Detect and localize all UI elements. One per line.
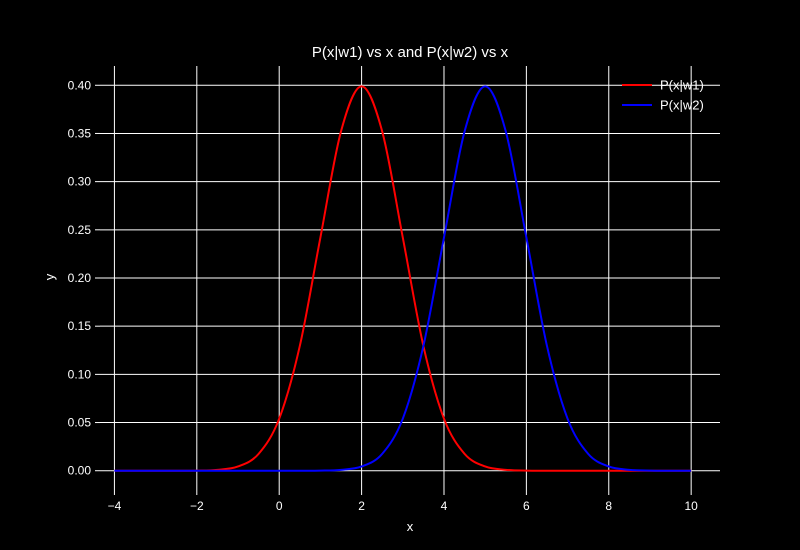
y-tick-label: 0.25 [68, 223, 92, 237]
x-axis-label: x [407, 519, 414, 534]
x-tick-label: 8 [605, 499, 612, 513]
legend: P(x|w1) P(x|w2) [622, 78, 704, 113]
y-tick-label: 0.00 [68, 464, 92, 478]
y-tick-label: 0.20 [68, 271, 92, 285]
y-tick-label: 0.15 [68, 319, 92, 333]
y-tick-label: 0.30 [68, 175, 92, 189]
x-tick-label: 2 [358, 499, 365, 513]
chart-title: P(x|w1) vs x and P(x|w2) vs x [312, 44, 509, 61]
y-axis-ticks: 0.00 0.05 0.10 0.15 0.20 0.25 0.30 0.35 0.40 [68, 78, 100, 478]
series-line-2 [114, 85, 692, 472]
legend-label: P(x|w1) [660, 78, 704, 93]
series-lines [114, 85, 692, 472]
x-axis-ticks: −4 −2 0 2 4 6 8 10 [108, 490, 698, 513]
x-tick-label: 0 [276, 499, 283, 513]
x-tick-label: 6 [523, 499, 530, 513]
y-tick-label: 0.10 [68, 367, 92, 381]
x-tick-label: 4 [441, 499, 448, 513]
legend-label: P(x|w2) [660, 98, 704, 113]
x-tick-label: 10 [684, 499, 698, 513]
y-axis-label: y [42, 273, 57, 280]
y-tick-label: 0.05 [68, 416, 92, 430]
y-tick-label: 0.40 [68, 78, 92, 92]
y-tick-label: 0.35 [68, 126, 92, 140]
x-tick-label: −2 [190, 499, 204, 513]
x-tick-label: −4 [108, 499, 122, 513]
